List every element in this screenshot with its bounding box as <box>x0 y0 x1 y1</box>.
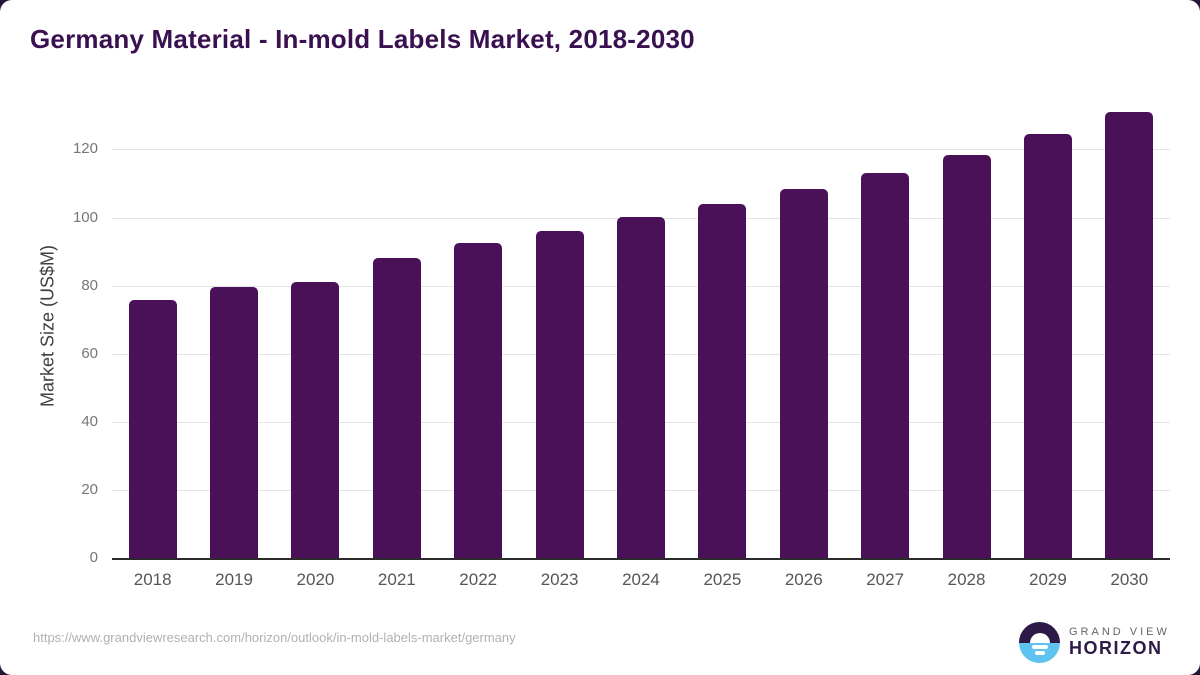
bar-2020[interactable] <box>291 281 340 558</box>
logo-ripple-shape <box>1034 651 1045 655</box>
logo-sun-shape <box>1029 632 1050 643</box>
bar-2030[interactable] <box>1105 112 1154 558</box>
y-tick-label-100: 100 <box>72 208 98 226</box>
x-tick-label-2025: 2025 <box>703 570 742 589</box>
x-tick-label-2029: 2029 <box>1028 570 1067 589</box>
x-tick-label-2026: 2026 <box>784 570 823 589</box>
chart-title: Germany Material - In-mold Labels Market… <box>30 24 695 54</box>
bar-2026[interactable] <box>779 188 828 558</box>
y-tick-label-0: 0 <box>89 549 98 566</box>
plot-area <box>112 95 1170 560</box>
bar-2019[interactable] <box>210 287 259 558</box>
x-tick-label-2023: 2023 <box>540 570 579 589</box>
x-tick-label-2019: 2019 <box>215 570 253 589</box>
bar-2018[interactable] <box>128 299 177 558</box>
bar-2029[interactable] <box>1023 133 1072 558</box>
x-tick-label-2027: 2027 <box>866 570 905 589</box>
y-tick-label-80: 80 <box>81 276 98 294</box>
y-axis-label: Market Size (US$M) <box>37 244 58 408</box>
grand-view-horizon-logo: GRAND VIEW HORIZON <box>1019 622 1170 663</box>
x-tick-label-2020: 2020 <box>296 570 335 589</box>
x-tick-label-2018: 2018 <box>133 570 172 589</box>
bar-2022[interactable] <box>454 243 503 558</box>
bar-2025[interactable] <box>698 203 747 558</box>
bar-2027[interactable] <box>861 172 910 558</box>
x-tick-label-2022: 2022 <box>459 570 498 589</box>
bar-2023[interactable] <box>535 230 584 558</box>
x-tick-label-2030: 2030 <box>1110 570 1149 589</box>
y-tick-label-60: 60 <box>81 344 98 362</box>
bar-2028[interactable] <box>942 154 991 558</box>
bar-2024[interactable] <box>617 216 665 558</box>
x-tick-label-2028: 2028 <box>947 570 986 589</box>
y-tick-label-120: 120 <box>72 140 98 158</box>
y-tick-label-40: 40 <box>81 412 98 430</box>
y-tick-label-20: 20 <box>81 480 98 498</box>
x-tick-label-2021: 2021 <box>377 570 416 589</box>
gridline-120 <box>112 149 1170 151</box>
logo-product-line: HORIZON <box>1069 637 1163 658</box>
logo-sky-shape <box>1019 622 1060 643</box>
source-url: https://www.grandviewresearch.com/horizo… <box>33 630 516 645</box>
horizon-logo-icon <box>1019 622 1060 663</box>
bar-2021[interactable] <box>372 258 421 558</box>
logo-text: GRAND VIEW HORIZON <box>1069 627 1170 657</box>
x-tick-label-2024: 2024 <box>622 570 660 589</box>
logo-brand-line: GRAND VIEW <box>1069 626 1170 639</box>
logo-ripple-shape <box>1031 645 1048 649</box>
